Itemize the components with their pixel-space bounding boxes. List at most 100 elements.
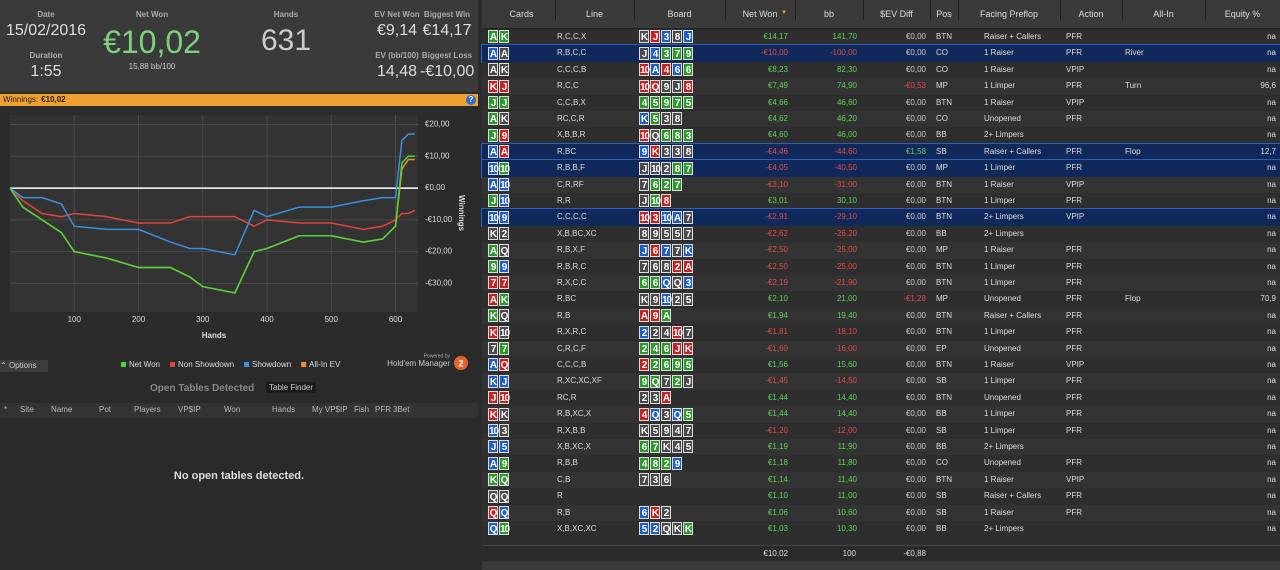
scrollbar[interactable]: [482, 561, 1280, 570]
board-cards: 10 Q 9 J 8: [639, 79, 694, 93]
position: SB: [936, 376, 947, 386]
hand-row[interactable]: Q 10 5 2 Q K K X,B,XC,XC €1,03 10,30 €0,00 BB 2+ Lim…: [482, 521, 1280, 538]
position: CO: [936, 64, 948, 74]
hand-row[interactable]: J J 4 5 9 7 5 C,C,B,X €4,66 46,60 €0,00 BTN 1 Raiser…: [482, 94, 1280, 111]
hand-row[interactable]: 10 3 K 5 9 4 7 R,X,B,B -€1,20 -12,00 €0,00 SB 1 Limp…: [482, 422, 1280, 439]
column-header[interactable]: Facing Preflop: [958, 0, 1061, 20]
hand-row[interactable]: A K K 9 10 2 5 R,BC €2,10 21,00 -€1,28 MP Unopened PF…: [482, 291, 1280, 308]
ev-diff: €0,00: [905, 97, 926, 107]
column-header[interactable]: VP$IP: [178, 405, 201, 414]
hand-row[interactable]: J 5 6 7 K 4 5 X,B,XC,X €1,19 11,90 €0,00 BB 2+ Limpe…: [482, 439, 1280, 456]
hand-row[interactable]: J 9 10 Q 6 8 3 X,B,B,R €4,60 46,00 €0,00 BB 2+ Limpe…: [482, 127, 1280, 144]
hand-row[interactable]: K K 4 Q 3 Q 5 R,B,XC,X €1,44 14,40 €0,00 BB 1 Limper…: [482, 406, 1280, 423]
legend-swatch: [121, 362, 126, 367]
card: Q: [499, 358, 509, 372]
column-header[interactable]: bb: [795, 0, 864, 20]
hand-row[interactable]: A K K 5 3 8 RC,C,R €4,62 46,20 €0,00 CO Unopened PFR…: [482, 111, 1280, 128]
equity: na: [1267, 245, 1276, 255]
hand-row[interactable]: K J 9 Q 7 2 J R,XC,XC,XF -€1,45 -14,50 €0,00 SB 1 Li…: [482, 373, 1280, 390]
card: 9: [499, 210, 509, 224]
action: PFR: [1066, 376, 1082, 386]
hand-row[interactable]: A A 9 K 3 3 8 R,BC -€4,46 -44,60 €1,58 SB Raiser + C…: [481, 142, 1280, 162]
hand-row[interactable]: K Q A 9 A R,B €1,94 19,40 €0,00 BTN Raiser + Calle…: [482, 307, 1280, 325]
column-header[interactable]: Action: [1060, 0, 1123, 20]
column-header[interactable]: Line: [555, 0, 635, 20]
line: R,X,B,B: [557, 425, 586, 435]
card: 6: [650, 276, 660, 290]
column-header[interactable]: 3Bet: [393, 405, 410, 414]
table-finder-button[interactable]: Table Finder: [266, 382, 317, 393]
column-header[interactable]: $EV Diff: [863, 0, 931, 20]
card: 10: [499, 161, 510, 175]
column-header[interactable]: Board: [634, 0, 726, 20]
winnings-chart: €20,00 €10,00 €0,00 -€10,00 -€20,00 -€30,00 10…: [9, 115, 468, 370]
column-header[interactable]: Won: [224, 405, 241, 414]
action: PFR: [1066, 294, 1082, 304]
card: 7: [639, 177, 649, 191]
column-header[interactable]: Site: [20, 405, 34, 414]
hand-row[interactable]: 10 9 10 3 10 A 7 C,C,C,C -€2,91 -29,10 €0,00 BTN 2+ …: [481, 208, 1280, 227]
brand: Hold'em Manager: [387, 359, 450, 368]
card: 6: [661, 128, 671, 142]
net-won: -€2,19: [765, 278, 788, 287]
card: 4: [650, 46, 660, 60]
bb: 14,40: [836, 409, 857, 419]
y-tick-label: -€30,00: [425, 279, 453, 288]
hand-row[interactable]: 9 9 7 6 8 2 A R,B,R,C -€2,50 -25,00 €0,00 BTN 1 Limp…: [482, 258, 1280, 275]
card: J: [488, 128, 498, 142]
hand-row[interactable]: K 2 8 9 5 5 7 X,B,BC,XC -€2,62 -26,20 €0,00 BB 2+ Li…: [482, 225, 1280, 243]
hand-row[interactable]: A K K J 3 8 J R,C,C,X €14,17 141,70 €0,00 BTN Raiser…: [482, 29, 1280, 46]
column-header[interactable]: Cards: [488, 0, 556, 20]
line: R,B,C,C: [557, 48, 587, 58]
ev-diff: €0,00: [905, 327, 926, 337]
hand-row[interactable]: A Q 2 2 6 9 5 C,C,C,B €1,56 15,60 €0,00 BTN 1 Raiser…: [482, 357, 1280, 374]
action: PFR: [1066, 32, 1082, 41]
column-header[interactable]: Equity %: [1205, 0, 1280, 20]
hand-row[interactable]: 10 10 J 10 2 8 7 R,B,B,F -€4,05 -40,50 €0,00 MP 1 Li…: [481, 159, 1280, 178]
card: 9: [650, 309, 660, 323]
hand-row[interactable]: K Q 7 3 6 C,B €1,14 11,40 €0,00 BTN 1 Raiser VPIP na: [482, 471, 1280, 489]
hand-row[interactable]: A 9 4 8 2 9 R,B,B €1,18 11,80 €0,00 CO Unopened PFR n…: [482, 455, 1280, 472]
equity: na: [1267, 507, 1276, 517]
equity: 12,7: [1260, 146, 1276, 156]
column-header[interactable]: PFR: [375, 405, 391, 414]
column-header[interactable]: Pos: [930, 0, 959, 20]
card: J: [639, 46, 649, 60]
card: 7: [672, 95, 682, 109]
hand-row[interactable]: K 10 2 2 4 10 7 R,X,R,C -€1,81 -18,10 €0,00 BTN 1 Li…: [482, 324, 1280, 341]
hand-row[interactable]: A 10 7 6 2 7 C,R,RF -€3,10 -31,00 €0,00 BTN 1 Raise…: [482, 176, 1280, 193]
ev-diff: -€0,53: [903, 81, 926, 91]
card: J: [488, 440, 498, 454]
card: K: [488, 79, 498, 93]
column-header[interactable]: Fish: [354, 405, 370, 414]
net-won: -€2,50: [765, 261, 788, 271]
hand-row[interactable]: 7 7 2 4 6 J K C,R,C,F -€1,60 -16,00 €0,00 EP Unopene…: [482, 340, 1280, 357]
card: 2: [661, 161, 671, 175]
hand-row[interactable]: K J 10 Q 9 J 8 R,C,C €7,49 74,90 -€0,53 MP 1 Limper P…: [482, 78, 1280, 95]
column-header[interactable]: *: [4, 405, 8, 414]
card: 4: [672, 440, 682, 454]
hand-row[interactable]: J 10 2 3 A RC,R €1,44 14,40 €0,00 BTN Unopened PFR n…: [482, 389, 1280, 407]
card: 4: [661, 63, 671, 77]
hand-row[interactable]: Q Q 6 K 2 R,B €1,06 10,60 €0,00 SB 1 Raiser PFR na: [482, 504, 1280, 521]
column-header[interactable]: Pot: [99, 405, 112, 414]
column-header[interactable]: All-In: [1122, 0, 1206, 20]
hand-row[interactable]: J 10 J 10 8 R,R €3,01 30,10 €0,00 BTN 1 Limper PFR n…: [482, 193, 1280, 210]
hand-row[interactable]: Q Q R €1,10 11,00 €0,00 SB Raiser + Callers PFR n…: [482, 488, 1280, 505]
hand-row[interactable]: A Q J 6 7 7 K R,B,X,F -€2,50 -25,00 €0,00 MP 1 Raise…: [482, 242, 1280, 259]
hand-row[interactable]: 7 7 6 6 Q Q 3 R,X,C,C -€2,19 -21,90 €0,00 BTN 1 Limp…: [482, 275, 1280, 292]
column-header[interactable]: Players: [134, 405, 161, 414]
options-button[interactable]: ⌃ Options: [0, 360, 48, 372]
column-header[interactable]: Name: [51, 405, 73, 414]
column-header[interactable]: Net Won: [725, 0, 796, 20]
equity: na: [1267, 376, 1276, 386]
hand-row[interactable]: A A J 4 3 7 9 R,B,C,C -€10,00 -100,00 €0,00 CO 1 Rai…: [481, 44, 1280, 63]
card: 4: [639, 407, 649, 421]
column-header[interactable]: Hands: [272, 405, 296, 414]
column-header[interactable]: My VP$IP: [312, 405, 348, 414]
hand-row[interactable]: A K 10 A 4 6 6 C,C,C,B €8,23 82,30 €0,00 CO 1 Raiser…: [482, 61, 1280, 79]
net-won: €1,44: [767, 409, 788, 419]
action: VPIP: [1066, 212, 1085, 222]
